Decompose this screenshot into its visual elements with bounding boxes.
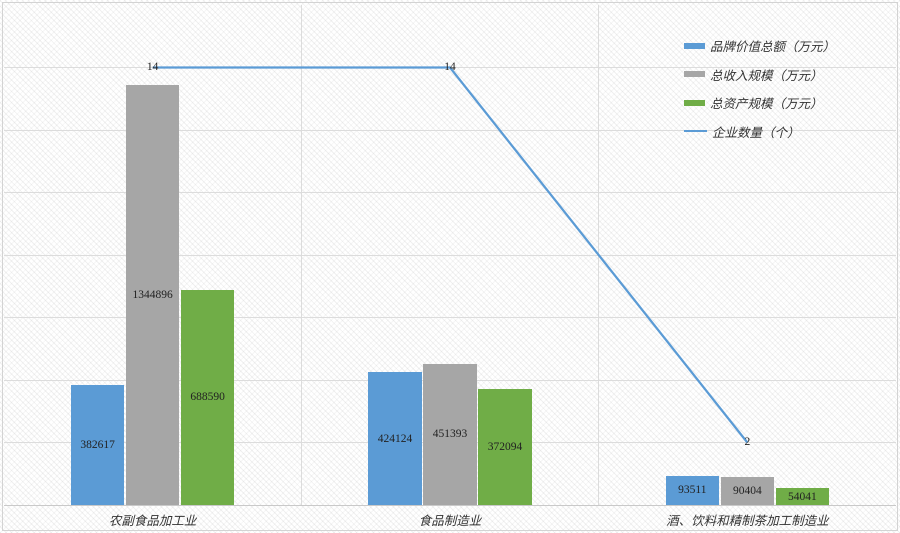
bar-3-cat-2 — [478, 388, 532, 505]
bar-1-cat-2 — [368, 372, 422, 505]
line-point-label: 2 — [744, 435, 751, 448]
legend-item: 企业数量（个） — [684, 125, 835, 140]
plot-area: 382617 424124 93511 1344896 451393 90404 68859… — [4, 5, 896, 506]
legend-label: 总资产规模（万元） — [710, 97, 823, 111]
line-point-label: 14 — [146, 60, 159, 73]
line-path — [152, 66, 749, 444]
bar-2-cat-1 — [125, 84, 180, 505]
bar-3-cat-3 — [775, 488, 830, 505]
gridline-horizontal — [4, 129, 896, 131]
category-label-2: 食品制造业 — [418, 514, 482, 528]
gridline-horizontal — [4, 254, 896, 256]
bar-value-label: 1344896 — [132, 288, 173, 301]
gridline-vertical — [300, 5, 302, 505]
gridline-horizontal — [4, 317, 896, 318]
bar-value-label: 688590 — [190, 391, 225, 404]
legend-bar-swatch-icon — [684, 99, 705, 106]
legend-label: 品牌价值总额（万元） — [710, 40, 836, 54]
category-label-1: 农副食品加工业 — [108, 514, 197, 528]
bar-value-label: 382617 — [80, 439, 115, 452]
bar-3-cat-1 — [180, 289, 235, 505]
legend-item: 总资产规模（万元） — [684, 96, 835, 111]
bar-value-label: 54041 — [787, 490, 817, 503]
legend-bar-swatch-icon — [684, 42, 705, 49]
legend-label: 企业数量（个） — [712, 125, 800, 140]
x-axis-category-labels: 农副食品加工业 食品制造业 酒、饮料和精制茶加工制造业 — [4, 510, 896, 530]
legend-line-swatch-icon — [684, 130, 707, 132]
line-point-label: 14 — [444, 60, 456, 73]
legend: 品牌价值总额（万元） 总收入规模（万元） 总资产规模（万元） 企业数量（个） — [684, 39, 836, 140]
bar-1-cat-3 — [665, 475, 720, 505]
legend-item: 品牌价值总额（万元） — [684, 39, 836, 54]
category-label-3: 酒、饮料和精制茶加工制造业 — [666, 514, 829, 528]
gridline-horizontal — [4, 192, 896, 193]
bar-2-cat-3 — [720, 476, 775, 505]
line-series — [152, 66, 749, 444]
bar-2-cat-2 — [423, 363, 477, 505]
legend-label: 总收入规模（万元） — [710, 68, 823, 83]
bar-value-label: 424124 — [377, 432, 413, 445]
bar-value-label: 90404 — [732, 484, 762, 497]
bar-value-label: 451393 — [432, 428, 468, 441]
bar-1-cat-1 — [70, 385, 125, 505]
bar-value-label: 372094 — [487, 440, 523, 453]
legend-bar-swatch-icon — [684, 71, 705, 77]
bar-value-label: 93511 — [678, 484, 707, 497]
legend-item: 总收入规模（万元） — [684, 68, 835, 83]
